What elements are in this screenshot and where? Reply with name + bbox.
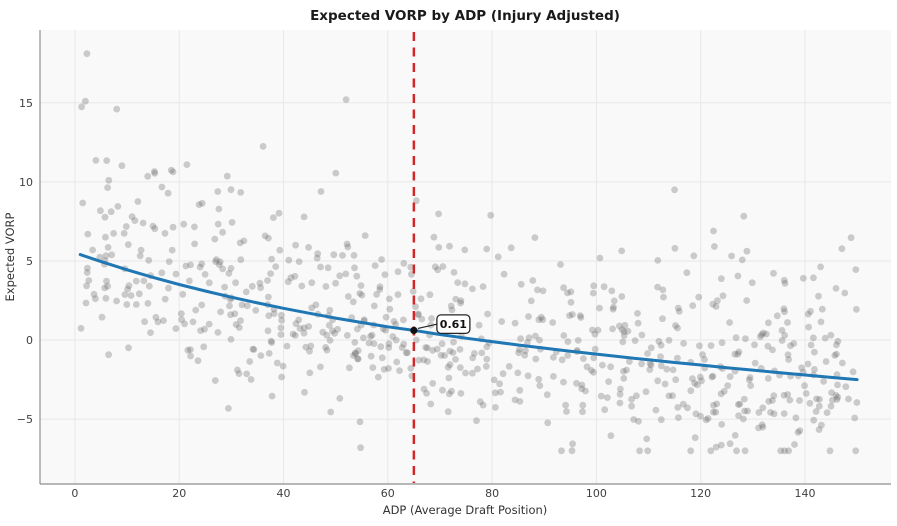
annotation-value: 0.61	[440, 318, 467, 331]
axis-tick-labels: 0 20 40 60 80 100 120 140 −5 0 5 10 15	[17, 97, 816, 500]
chart-title: Expected VORP by ADP (Injury Adjusted)	[310, 8, 620, 24]
scatter-points	[77, 50, 861, 455]
annotation-leader-line	[417, 323, 438, 329]
y-tick-label: 5	[26, 255, 33, 268]
axis-spines	[39, 30, 891, 485]
x-tick-label: 60	[381, 487, 395, 500]
annotation-point	[410, 326, 418, 334]
gridlines	[40, 30, 891, 484]
x-tick-label: 80	[485, 487, 499, 500]
annotation-group: 0.61	[410, 314, 471, 335]
y-tick-label: 0	[26, 334, 33, 347]
y-tick-label: −5	[17, 413, 33, 426]
x-tick-label: 100	[586, 487, 607, 500]
y-axis-label: Expected VORP	[3, 212, 17, 301]
y-tick-label: 15	[19, 97, 33, 110]
x-tick-label: 120	[690, 487, 711, 500]
x-tick-label: 20	[172, 487, 186, 500]
x-tick-label: 0	[71, 487, 78, 500]
plot-area	[40, 30, 891, 484]
x-axis-label: ADP (Average Draft Position)	[383, 503, 548, 517]
x-tick-label: 140	[794, 487, 815, 500]
annotation-box	[436, 314, 471, 335]
trend-line	[78, 253, 859, 382]
x-tick-label: 40	[277, 487, 291, 500]
y-tick-label: 10	[19, 176, 33, 189]
